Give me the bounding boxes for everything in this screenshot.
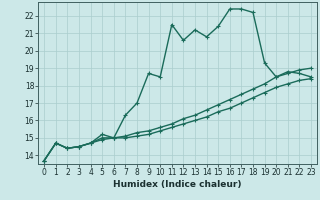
X-axis label: Humidex (Indice chaleur): Humidex (Indice chaleur)	[113, 180, 242, 189]
